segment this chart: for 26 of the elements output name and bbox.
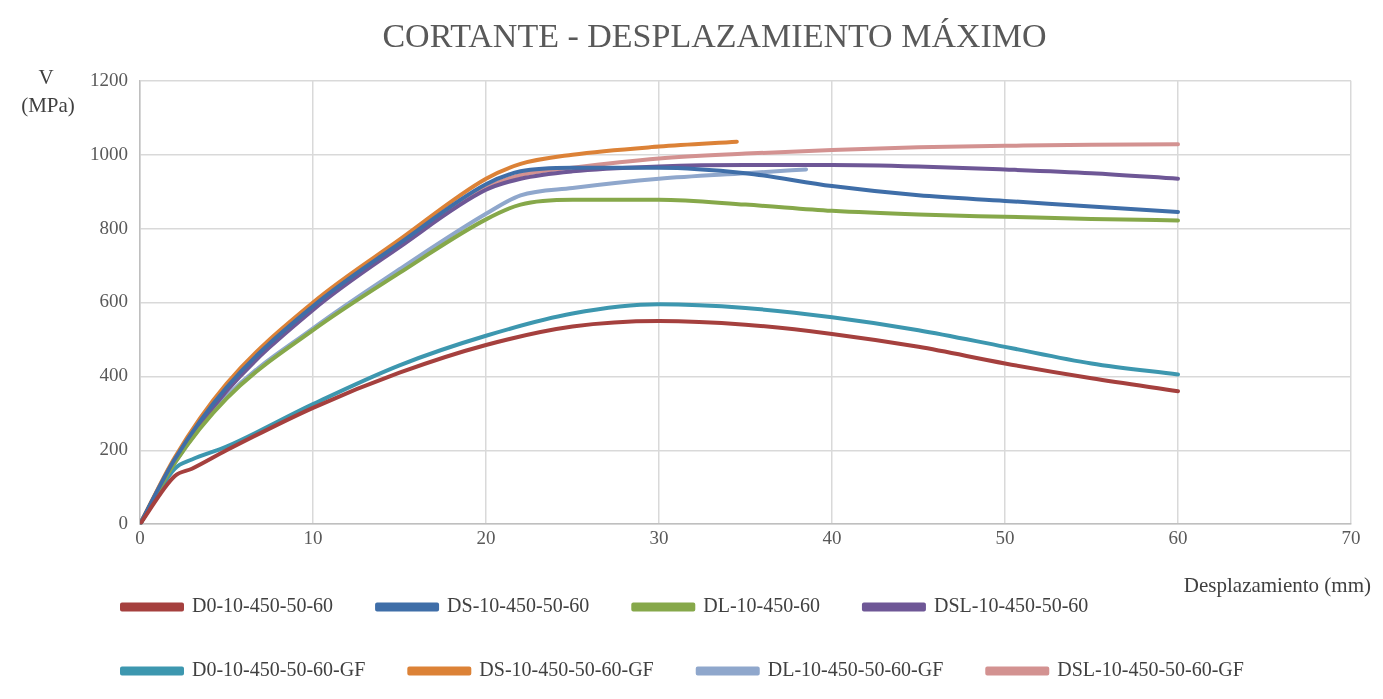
x-tick-label: 50: [995, 526, 1015, 548]
x-tick-label: 0: [135, 526, 145, 548]
y-tick-label: 400: [99, 364, 128, 386]
x-tick-label: 40: [822, 526, 842, 548]
legend-label: DS-10-450-50-60: [447, 594, 590, 617]
legend-label: DL-10-450-60: [703, 594, 820, 617]
x-tick-label: 30: [649, 526, 669, 548]
y-tick-label: 0: [118, 512, 128, 534]
legend-label: DSL-10-450-50-60-GF: [1057, 658, 1244, 681]
y-tick-label: 600: [99, 290, 128, 312]
x-tick-label: 20: [476, 526, 496, 548]
legend-label: DSL-10-450-50-60: [933, 594, 1089, 617]
x-tick-label: 70: [1341, 526, 1361, 548]
y-tick-label: 1200: [90, 68, 128, 90]
y-tick-label: 1000: [90, 142, 128, 164]
x-tick-label: 60: [1168, 526, 1188, 548]
legend-label: D0-10-450-50-60-GF: [192, 658, 366, 681]
x-axis-title: Desplazamiento (mm): [1183, 572, 1371, 597]
y-tick-label: 200: [99, 438, 128, 460]
y-tick-label: 800: [99, 216, 128, 238]
legend-label: DL-10-450-50-60-GF: [767, 658, 944, 681]
legend-label: D0-10-450-50-60: [192, 594, 334, 617]
legend-label: DS-10-450-50-60-GF: [479, 658, 654, 681]
x-tick-label: 10: [303, 526, 323, 548]
y-axis-title: V (MPa): [21, 65, 75, 118]
chart-title: CORTANTE - DESPLAZAMIENTO MÁXIMO: [382, 17, 1047, 55]
